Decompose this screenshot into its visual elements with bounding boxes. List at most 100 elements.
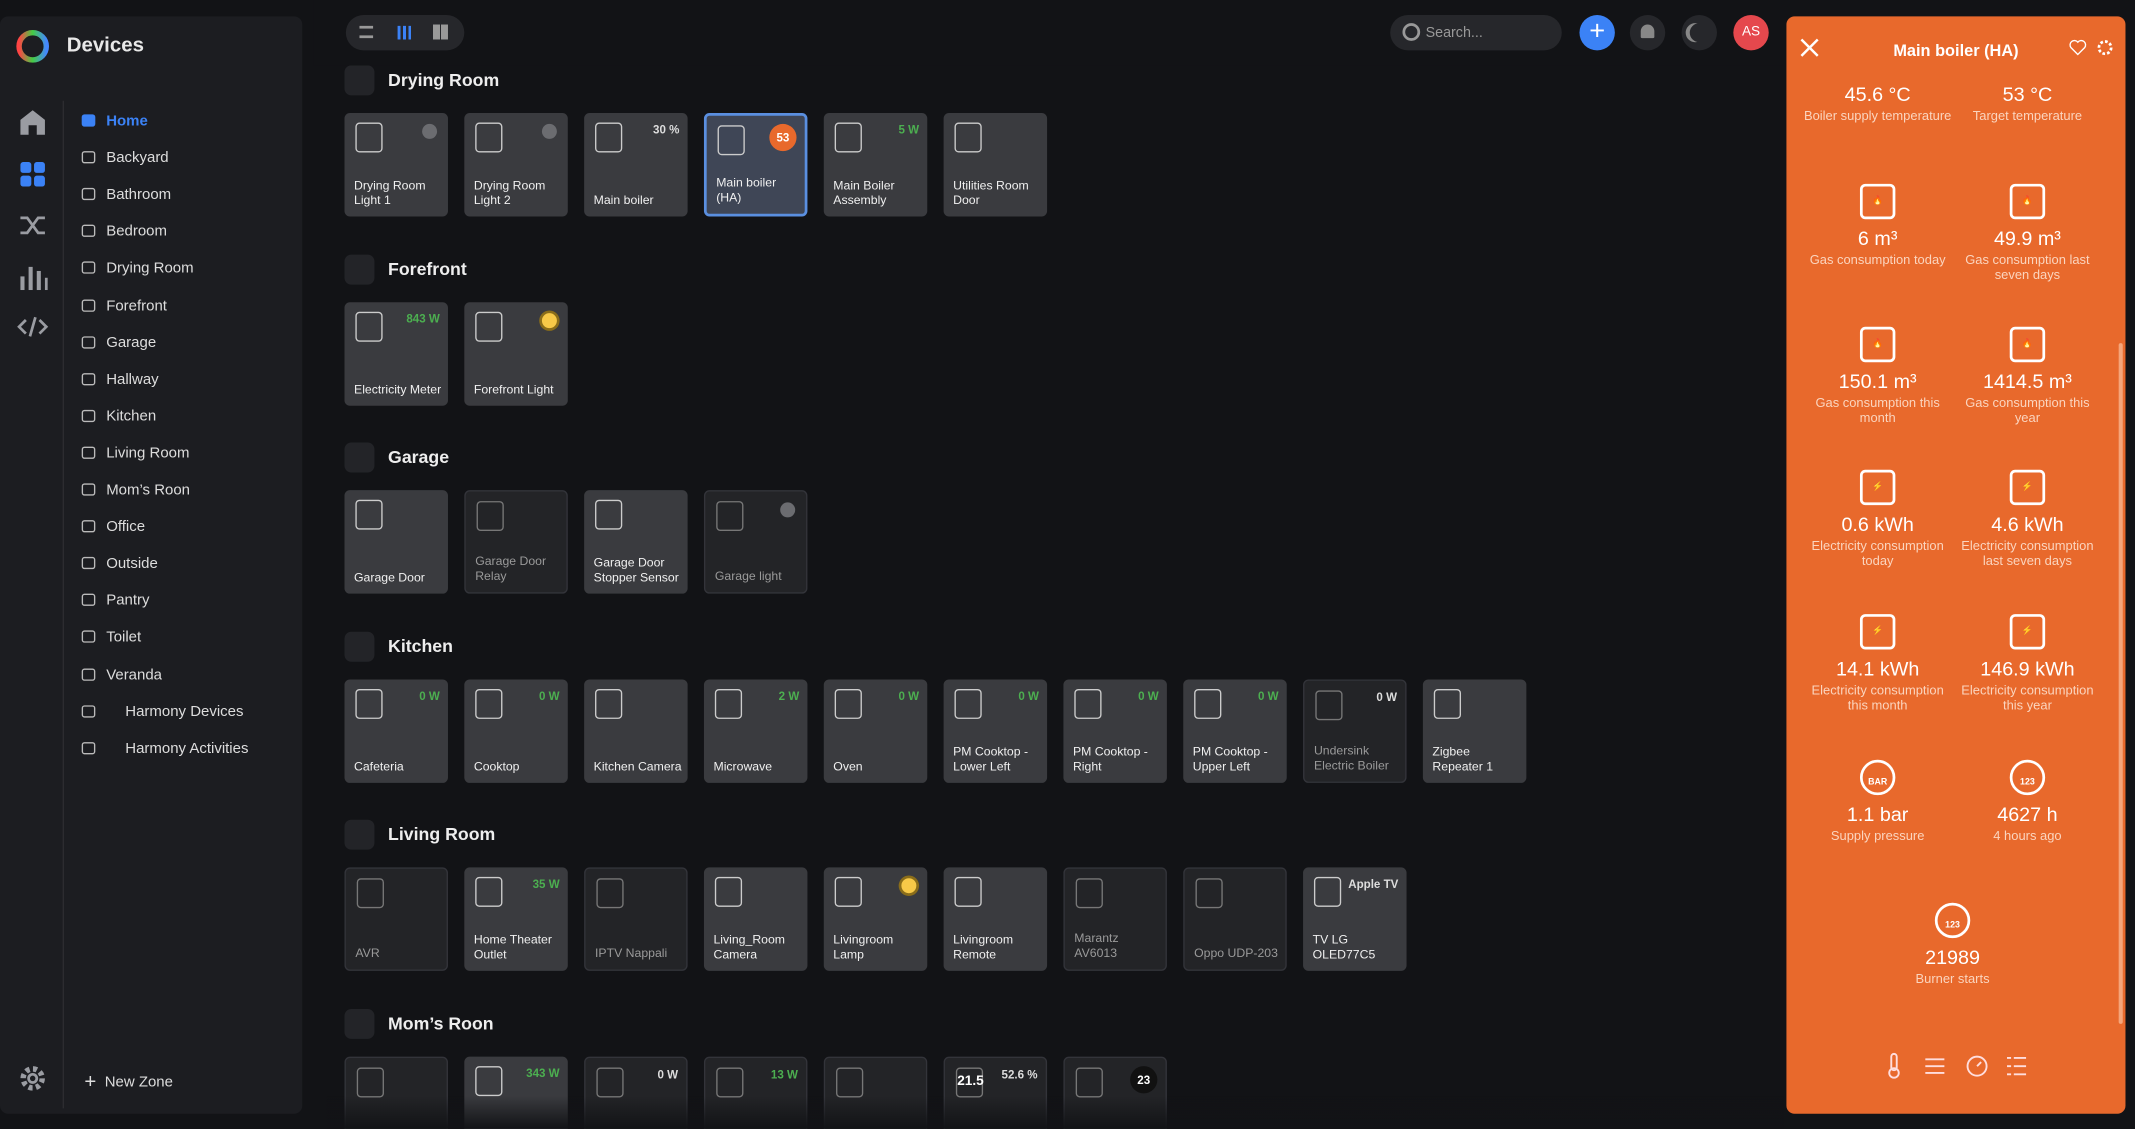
device-tile[interactable]: AVR — [344, 867, 448, 972]
new-zone[interactable]: + New Zone — [84, 1070, 173, 1094]
panel-title: Main boiler (HA) — [1893, 40, 2019, 60]
device-tile[interactable]: Garage Door Stopper Sensor — [584, 490, 688, 594]
stat-value: 146.9 kWh — [1980, 659, 2075, 681]
nav-automations[interactable] — [20, 216, 45, 235]
section-header: Kitchen — [344, 631, 889, 662]
device-tile[interactable]: Cafeteria 0 W — [344, 679, 448, 783]
device-icon — [355, 311, 383, 342]
zone-item[interactable]: Harmony Devices — [81, 703, 243, 720]
device-tile[interactable]: Marantz AV6013 — [1063, 867, 1167, 972]
device-name: PM Cooktop - Right — [1072, 744, 1148, 774]
device-tile[interactable]: Electricity Meter 843 W — [344, 301, 448, 406]
avatar[interactable]: AS — [1733, 14, 1769, 51]
device-tile[interactable]: Drying Room Light 2 — [464, 113, 568, 217]
stat-label: Electricity consumption today — [1811, 539, 1944, 570]
device-tile[interactable]: Main boiler (HA) 53 — [703, 113, 808, 217]
device-tile[interactable]: Livingroom Remote — [943, 867, 1048, 972]
device-icon — [714, 877, 743, 908]
notifications[interactable] — [1629, 14, 1666, 51]
zone-icon — [81, 704, 96, 718]
device-tile[interactable]: Garage Door — [344, 490, 448, 594]
fade — [326, 1096, 1784, 1129]
zone-name: Bathroom — [106, 186, 172, 204]
nav-home[interactable] — [20, 110, 45, 135]
zone-item[interactable]: Living Room — [81, 445, 189, 461]
zone-name: Forefront — [106, 297, 167, 314]
stat-value: 49.9 m³ — [1993, 228, 2061, 251]
theme-toggle[interactable] — [1681, 14, 1717, 51]
section-icon — [344, 820, 375, 851]
device-tile[interactable]: Garage light — [703, 490, 808, 594]
scrollbar — [2118, 343, 2123, 1024]
device-icon — [717, 125, 745, 156]
state-indicator — [541, 312, 557, 328]
zone-item[interactable]: Hallway — [81, 371, 159, 388]
section-title: Living Room — [388, 824, 496, 845]
zone-item[interactable]: Veranda — [81, 666, 163, 683]
zone-name: Hallway — [106, 371, 159, 388]
device-tile[interactable]: Livingroom Lamp — [823, 867, 928, 972]
zone-item[interactable]: Forefront — [81, 297, 167, 314]
zone-item[interactable]: Harmony Activities — [81, 740, 248, 757]
favorite[interactable] — [2069, 39, 2087, 56]
close-button[interactable] — [1800, 38, 1819, 57]
device-name: Drying Room Light 2 — [473, 178, 546, 207]
device-tile[interactable]: Home Theater Outlet 35 W — [464, 867, 568, 972]
device-tile[interactable]: Drying Room Light 1 — [344, 113, 448, 217]
device-tile[interactable]: Main boiler 30 % — [584, 113, 688, 217]
zone-name: Home — [106, 113, 148, 130]
section-title: Garage — [388, 446, 450, 468]
zone-item[interactable]: Office — [81, 519, 145, 535]
zone-icon — [81, 667, 96, 681]
bell-icon — [1640, 24, 1655, 39]
device-icon — [355, 499, 383, 530]
device-tile[interactable]: Forefront Light — [464, 301, 568, 406]
nav-devices[interactable] — [20, 162, 45, 187]
zone-item[interactable]: Home — [81, 113, 148, 130]
list-view[interactable] — [359, 25, 374, 39]
settings-icon[interactable] — [18, 1063, 48, 1093]
device-icon — [1195, 878, 1223, 909]
stat-label: Target temperature — [1972, 108, 2083, 124]
search[interactable]: Search... — [1390, 14, 1562, 51]
zone-item[interactable]: Outside — [81, 556, 158, 572]
zone-item[interactable]: Bathroom — [81, 186, 172, 204]
add-button[interactable]: + — [1579, 14, 1615, 51]
zone-item[interactable]: Toilet — [81, 630, 141, 646]
zone-item[interactable]: Mom’s Roon — [81, 482, 190, 498]
stat-value: 0.6 kWh — [1841, 514, 1914, 537]
grid-view[interactable] — [397, 25, 412, 40]
device-tile[interactable]: Zigbee Repeater 1 — [1422, 679, 1527, 783]
zone-item[interactable]: Backyard — [81, 150, 169, 166]
device-tile[interactable]: Main Boiler Assembly 5 W — [823, 113, 928, 217]
device-icon — [475, 688, 503, 719]
device-tile[interactable]: Oppo UDP-203 — [1183, 867, 1287, 972]
device-tile[interactable]: Kitchen Camera — [584, 679, 688, 783]
panel-settings[interactable] — [2097, 40, 2113, 56]
device-tile[interactable]: Oven 0 W — [823, 679, 928, 783]
panel-actions — [2069, 39, 2113, 56]
device-tile[interactable]: TV LG OLED77C5 Apple TV — [1303, 867, 1407, 972]
device-tile[interactable]: PM Cooktop - Right 0 W — [1063, 679, 1167, 783]
zone-item[interactable]: Garage — [81, 334, 156, 351]
device-tile[interactable]: Utilities Room Door — [943, 113, 1048, 217]
device-tile[interactable]: IPTV Nappali — [584, 867, 688, 972]
device-tile[interactable]: Undersink Electric Boiler 0 W — [1303, 679, 1407, 783]
nav-code[interactable] — [17, 316, 49, 337]
zone-item[interactable]: Bedroom — [81, 224, 167, 240]
gauge-icon: 123 — [2009, 759, 2046, 796]
large-view[interactable] — [432, 24, 448, 40]
device-tile[interactable]: Garage Door Relay — [464, 490, 568, 594]
zone-item[interactable]: Drying Room — [81, 261, 194, 277]
device-tile[interactable]: Cooktop 0 W — [464, 679, 568, 783]
device-tile[interactable]: Microwave 2 W — [703, 679, 808, 783]
zone-item[interactable]: Pantry — [81, 593, 150, 609]
device-tile[interactable]: PM Cooktop - Lower Left 0 W — [943, 679, 1048, 783]
device-icon — [834, 122, 862, 153]
device-tile[interactable]: Living_Room Camera — [703, 867, 808, 972]
nav-stats[interactable] — [20, 266, 48, 291]
zone-item[interactable]: Kitchen — [81, 408, 156, 425]
device-tile[interactable]: PM Cooktop - Upper Left 0 W — [1183, 679, 1287, 783]
zone-name: Veranda — [106, 666, 163, 683]
